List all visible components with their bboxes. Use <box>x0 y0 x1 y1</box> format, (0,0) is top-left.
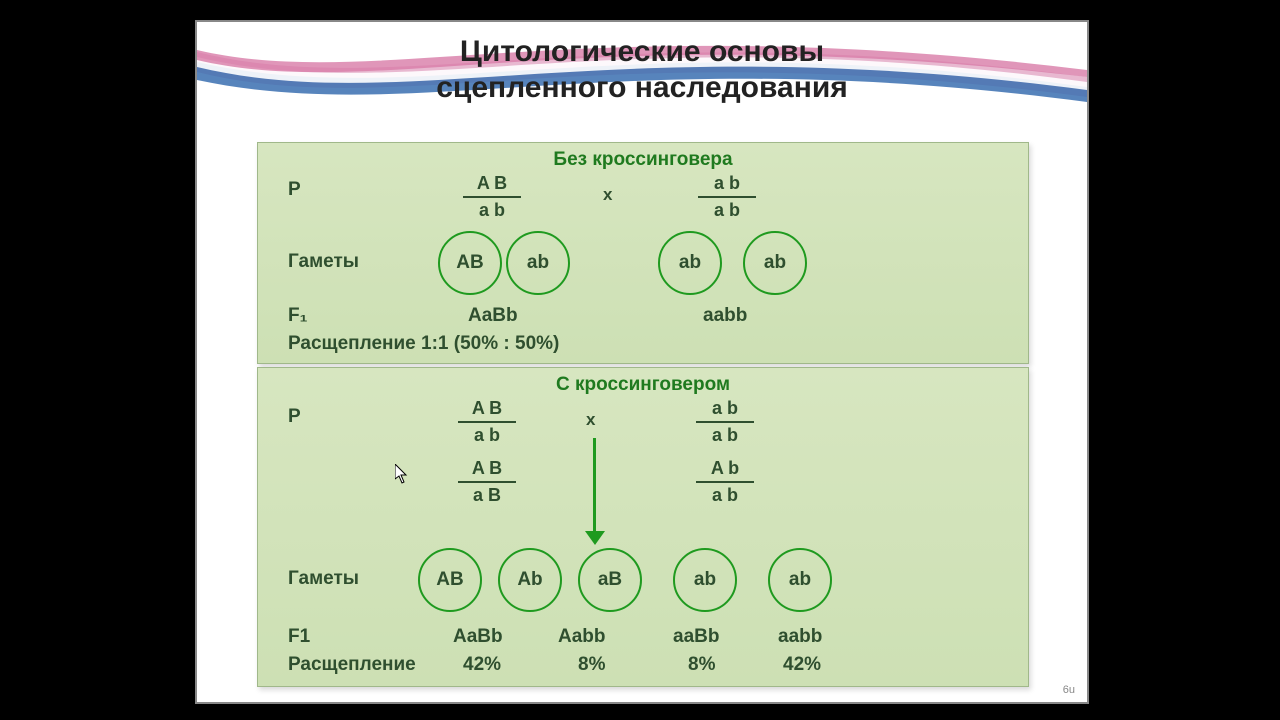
p2b-r1-bot: a b <box>696 425 754 446</box>
page-number: 6u <box>1063 684 1075 696</box>
parent1b-bot: a b <box>698 200 756 221</box>
split-val-3: 8% <box>688 654 715 676</box>
label-gametes1: Гаметы <box>288 251 359 273</box>
p2b-r2-bot: a b <box>696 485 754 506</box>
p2b-r2-top: A b <box>696 458 754 479</box>
label-f1-2: F1 <box>288 626 310 648</box>
slide-title: Цитологические основы сцепленного наслед… <box>197 34 1087 106</box>
label-p2: P <box>288 406 301 428</box>
p2a-r2-top: A B <box>458 458 516 479</box>
slide: Цитологические основы сцепленного наслед… <box>195 20 1089 704</box>
split-val-2: 8% <box>578 654 605 676</box>
gamete-1-2: ab <box>506 231 570 295</box>
gamete-2-3: aB <box>578 548 642 612</box>
parent2b-r2: A b a b <box>696 458 754 506</box>
parent1a-bot: a b <box>463 200 521 221</box>
fraction-bar <box>463 196 521 198</box>
gamete-1-3: ab <box>658 231 722 295</box>
section1-title: Без кроссинговера <box>258 149 1028 171</box>
fraction-bar <box>458 481 516 483</box>
title-line-1: Цитологические основы <box>197 34 1087 70</box>
p2b-r1-top: a b <box>696 398 754 419</box>
split-val-1: 42% <box>463 654 501 676</box>
parent1b: a b a b <box>698 173 756 221</box>
split-val-4: 42% <box>783 654 821 676</box>
gamete-2-5: ab <box>768 548 832 612</box>
p2a-r1-top: A B <box>458 398 516 419</box>
p2a-r1-bot: a b <box>458 425 516 446</box>
offspring-2-3: aaBb <box>673 626 719 648</box>
offspring-1-1: AaBb <box>468 305 518 327</box>
cursor-icon <box>395 464 409 484</box>
gamete-1-1: AB <box>438 231 502 295</box>
offspring-2-2: Aabb <box>558 626 606 648</box>
title-line-2: сцепленного наследования <box>197 70 1087 106</box>
split-label-2: Расщепление <box>288 654 416 676</box>
gamete-1-4: ab <box>743 231 807 295</box>
cross-symbol-2: x <box>586 410 595 430</box>
panel-with-crossover: С кроссинговером P A B a b x a b a b A B… <box>257 367 1029 687</box>
offspring-1-2: aabb <box>703 305 747 327</box>
panel-no-crossover: Без кроссинговера P A B a b x a b a b Га… <box>257 142 1029 364</box>
label-gametes2: Гаметы <box>288 568 359 590</box>
offspring-2-1: AaBb <box>453 626 503 648</box>
gamete-2-2: Ab <box>498 548 562 612</box>
label-p1: P <box>288 179 301 201</box>
section2-title: С кроссинговером <box>258 374 1028 396</box>
fraction-bar <box>698 196 756 198</box>
parent1a-top: A B <box>463 173 521 194</box>
fraction-bar <box>696 481 754 483</box>
p2a-r2-bot: a B <box>458 485 516 506</box>
parent2b-r1: a b a b <box>696 398 754 446</box>
fraction-bar <box>696 421 754 423</box>
gamete-2-4: ab <box>673 548 737 612</box>
fraction-bar <box>458 421 516 423</box>
parent2a-r1: A B a b <box>458 398 516 446</box>
parent1a: A B a b <box>463 173 521 221</box>
gamete-2-1: AB <box>418 548 482 612</box>
parent2a-r2: A B a B <box>458 458 516 506</box>
split-text-1: Расщепление 1:1 (50% : 50%) <box>288 333 559 355</box>
cross-symbol-1: x <box>603 185 612 205</box>
parent1b-top: a b <box>698 173 756 194</box>
offspring-2-4: aabb <box>778 626 822 648</box>
label-f1-1: F₁ <box>288 305 307 327</box>
